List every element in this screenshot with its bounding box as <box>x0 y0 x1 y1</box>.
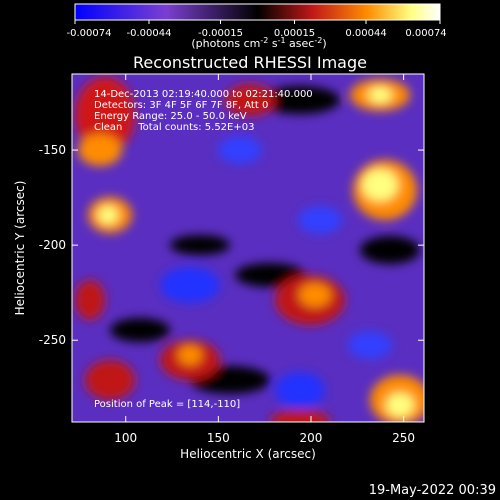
footer-timestamp: 19-May-2022 00:39 <box>369 483 496 498</box>
colorbar <box>74 3 441 21</box>
y-axis-ticks: -150 -200 -250 <box>39 143 424 347</box>
x-tick-label: 100 <box>114 431 137 445</box>
chart-title: Reconstructed RHESSI Image <box>133 53 367 72</box>
annotation-counts: Clean Total counts: 5.52E+03 <box>94 122 254 133</box>
y-tick-label: -250 <box>39 333 66 347</box>
colorbar-unit-label: (photons cm-2 s-1 asec-2) <box>191 36 326 50</box>
annotation-time-range: 14-Dec-2013 02:19:40.000 to 02:21:40.000 <box>94 89 313 100</box>
x-tick-label: 200 <box>300 431 323 445</box>
annotation-energy: Energy Range: 25.0 - 50.0 keV <box>94 111 247 122</box>
colorbar-tick-label: 0.00015 <box>274 28 315 39</box>
colorbar-tick-label: -0.00044 <box>127 28 172 39</box>
y-tick-label: -200 <box>39 238 66 252</box>
y-tick-label: -150 <box>39 143 66 157</box>
annotation-block: 14-Dec-2013 02:19:40.000 to 02:21:40.000… <box>94 89 313 133</box>
colorbar-tick-label: -0.00015 <box>198 28 243 39</box>
peak-position-label: Position of Peak = [114,-110] <box>94 399 240 410</box>
colorbar-tick-label: -0.00074 <box>67 28 112 39</box>
annotation-detectors: Detectors: 3F 4F 5F 6F 7F 8F, Att 0 <box>94 100 268 111</box>
x-axis-label: Heliocentric X (arcsec) <box>180 447 316 461</box>
colorbar-tick-label: 0.00074 <box>405 28 446 39</box>
x-axis-ticks: 100 150 200 250 <box>114 74 415 445</box>
y-axis-label: Heliocentric Y (arcsec) <box>13 181 27 316</box>
x-tick-label: 150 <box>207 431 230 445</box>
x-tick-label: 250 <box>392 431 415 445</box>
colorbar-tick-label: 0.00044 <box>345 28 386 39</box>
heatmap-image <box>72 74 424 422</box>
colorbar-ticks: -0.00074 -0.00044 -0.00015 0.00015 0.00044 0.… <box>67 20 447 39</box>
plot-frame <box>71 73 425 423</box>
